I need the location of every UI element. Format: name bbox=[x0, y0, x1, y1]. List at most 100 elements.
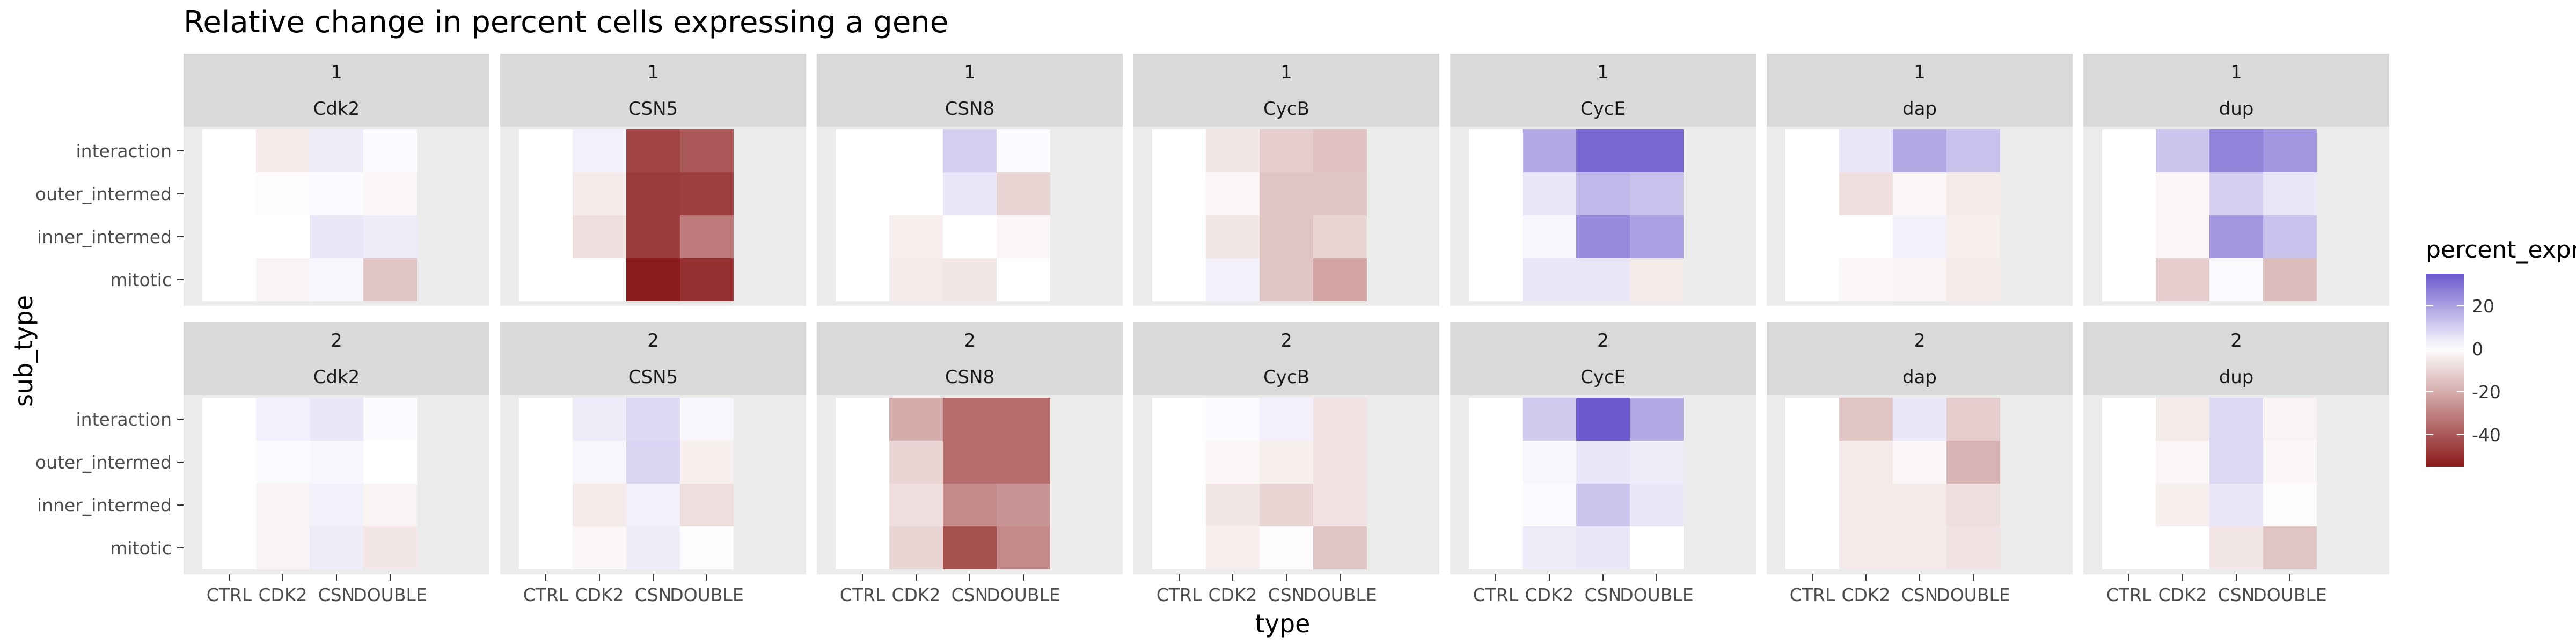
heatmap-cell bbox=[310, 484, 363, 526]
heatmap-cell bbox=[680, 526, 734, 569]
heatmap-cell bbox=[256, 215, 310, 258]
heatmap-cell bbox=[1839, 258, 1893, 301]
legend-tick-label: -20 bbox=[2472, 382, 2501, 402]
heatmap-cell bbox=[1946, 484, 2000, 526]
facet-gene-label: Cdk2 bbox=[313, 367, 360, 388]
facet-strip bbox=[500, 322, 806, 395]
facet-row-label: 1 bbox=[1597, 62, 1609, 83]
heatmap-cell bbox=[889, 215, 943, 258]
facet-gene-label: CycE bbox=[1580, 98, 1626, 120]
y-tick-label: inner_intermed bbox=[37, 495, 172, 516]
heatmap-cell bbox=[889, 398, 943, 441]
heatmap-cell bbox=[1946, 526, 2000, 569]
heatmap-cell bbox=[1630, 526, 1684, 569]
heatmap-cell bbox=[1152, 258, 1206, 301]
heatmap-cell bbox=[1152, 441, 1206, 484]
heatmap-cell bbox=[1893, 398, 1946, 441]
heatmap-cell bbox=[1260, 526, 1313, 569]
heatmap-cell bbox=[1630, 398, 1684, 441]
heatmap-cell bbox=[573, 215, 626, 258]
facet-gene-label: CycB bbox=[1263, 367, 1309, 388]
x-tick-label: CTRL bbox=[1473, 584, 1519, 605]
facet-row-label: 2 bbox=[1597, 330, 1609, 352]
heatmap-cell bbox=[310, 258, 363, 301]
facet-panel: 1 CycE bbox=[1450, 54, 1756, 306]
x-tick-label: DOUBLE bbox=[2253, 584, 2326, 605]
facet-row-label: 2 bbox=[1280, 330, 1292, 352]
facet-strip bbox=[1133, 322, 1439, 395]
heatmap-cell bbox=[519, 484, 573, 526]
facet-row-label: 1 bbox=[647, 62, 659, 83]
heatmap-cell bbox=[256, 398, 310, 441]
heatmap-cell bbox=[1893, 258, 1946, 301]
heatmap-cell bbox=[1630, 129, 1684, 172]
facet-strip bbox=[2083, 54, 2389, 127]
heatmap-cell bbox=[2102, 258, 2156, 301]
facet-gene-label: dap bbox=[1902, 98, 1937, 120]
x-tick-label: CDK2 bbox=[1208, 584, 1257, 605]
heatmap-cell bbox=[2209, 484, 2263, 526]
facet-strip bbox=[1133, 54, 1439, 127]
heatmap-cell bbox=[1630, 215, 1684, 258]
facet-panels: 1 Cdk2 interaction outer_intermed inner_inte… bbox=[35, 54, 2389, 605]
y-tick-label: outer_intermed bbox=[35, 184, 172, 204]
heatmap-cell bbox=[1523, 172, 1576, 215]
facet-row-label: 2 bbox=[647, 330, 659, 352]
facet-strip bbox=[817, 54, 1123, 127]
heatmap-cell bbox=[2156, 441, 2209, 484]
heatmap-cell bbox=[680, 129, 734, 172]
heatmap-cell bbox=[202, 484, 256, 526]
heatmap-cell bbox=[1152, 172, 1206, 215]
heatmap-cell bbox=[626, 441, 680, 484]
heatmap-cell bbox=[680, 258, 734, 301]
heatmap-cell bbox=[1576, 526, 1630, 569]
heatmap-cell bbox=[1839, 484, 1893, 526]
heatmap-cell bbox=[2156, 172, 2209, 215]
heatmap-cell bbox=[2156, 526, 2209, 569]
heatmap-cell bbox=[1523, 129, 1576, 172]
heatmap-cell bbox=[519, 129, 573, 172]
heatmap-cell bbox=[310, 129, 363, 172]
x-tick-label: CTRL bbox=[207, 584, 252, 605]
heatmap-cell bbox=[836, 441, 889, 484]
heatmap-cell bbox=[1469, 258, 1523, 301]
facet-panel: 1 CSN5 bbox=[500, 54, 806, 306]
heatmap-cell bbox=[1576, 172, 1630, 215]
facet-strip bbox=[1767, 322, 2073, 395]
heatmap-cell bbox=[363, 172, 417, 215]
heatmap-cell bbox=[1469, 484, 1523, 526]
facet-gene-label: CycE bbox=[1580, 367, 1626, 388]
heatmap-cell bbox=[836, 398, 889, 441]
facet-row-label: 1 bbox=[1914, 62, 1926, 83]
heatmap-cell bbox=[997, 172, 1050, 215]
facet-gene-label: dup bbox=[2219, 98, 2254, 120]
legend-tick-label: 20 bbox=[2472, 296, 2494, 317]
heatmap-cell bbox=[997, 398, 1050, 441]
facet-row-label: 2 bbox=[1914, 330, 1926, 352]
heatmap-cell bbox=[1469, 215, 1523, 258]
x-tick-label: DOUBLE bbox=[1620, 584, 1693, 605]
heatmap-cell bbox=[1946, 258, 2000, 301]
heatmap-cell bbox=[997, 258, 1050, 301]
heatmap-cell bbox=[519, 258, 573, 301]
heatmap-cell bbox=[1785, 526, 1839, 569]
facet-panel: 1 CycB bbox=[1133, 54, 1439, 306]
heatmap-cell bbox=[1785, 398, 1839, 441]
heatmap-cell bbox=[626, 526, 680, 569]
heatmap-cell bbox=[1152, 526, 1206, 569]
heatmap-cell bbox=[1893, 172, 1946, 215]
heatmap-cell bbox=[1260, 172, 1313, 215]
x-tick-label: CSN bbox=[318, 584, 355, 605]
heatmap-cell bbox=[1946, 172, 2000, 215]
heatmap-cell bbox=[836, 526, 889, 569]
heatmap-cell bbox=[202, 172, 256, 215]
heatmap-cell bbox=[363, 129, 417, 172]
heatmap-cell bbox=[573, 398, 626, 441]
heatmap-cell bbox=[943, 215, 997, 258]
facet-row-label: 1 bbox=[2230, 62, 2242, 83]
heatmap-cell bbox=[2209, 215, 2263, 258]
